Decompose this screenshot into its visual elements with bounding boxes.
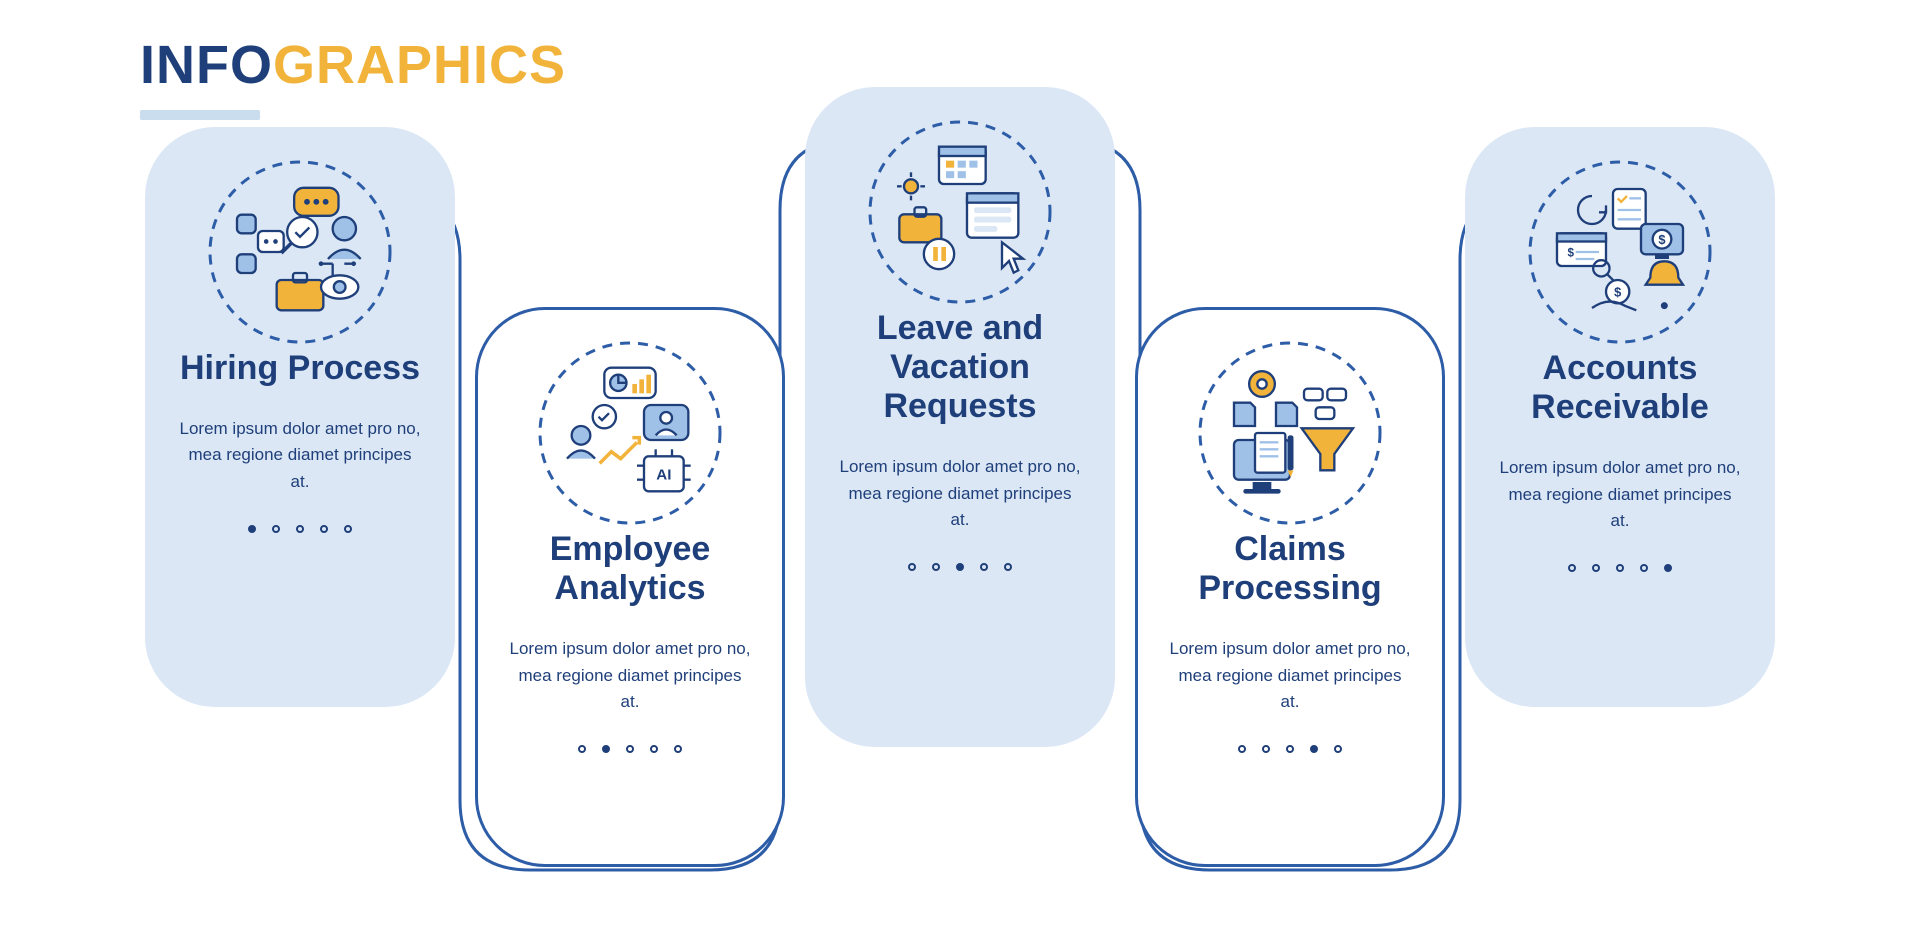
dot [1310, 745, 1318, 753]
card-body: Lorem ipsum dolor amet pro no, mea regio… [177, 416, 423, 495]
dot [1262, 745, 1270, 753]
dot [296, 525, 304, 533]
card-body: Lorem ipsum dolor amet pro no, mea regio… [1497, 455, 1743, 534]
pager-dots [1238, 745, 1342, 753]
dot [272, 525, 280, 533]
svg-text:$: $ [1614, 284, 1621, 299]
card-body: Lorem ipsum dolor amet pro no, mea regio… [1168, 636, 1412, 715]
dot [650, 745, 658, 753]
dot [956, 563, 964, 571]
svg-text:AI: AI [656, 467, 671, 484]
dot [1568, 564, 1576, 572]
card-row: Hiring Process Lorem ipsum dolor amet pr… [0, 90, 1920, 907]
svg-text:$: $ [1658, 232, 1665, 247]
pager-dots [248, 525, 352, 533]
claims-icon [1195, 338, 1385, 528]
dot [602, 745, 610, 753]
pager-dots [908, 563, 1012, 571]
dot [1238, 745, 1246, 753]
dot [932, 563, 940, 571]
dot [1286, 745, 1294, 753]
card-leave-vacation: Leave and Vacation Requests Lorem ipsum … [805, 87, 1115, 747]
dot [908, 563, 916, 571]
card-title: Hiring Process [180, 349, 420, 388]
header-title: INFOGRAPHICS [140, 38, 566, 92]
card-claims: Claims Processing Lorem ipsum dolor amet… [1135, 307, 1445, 867]
dot [1640, 564, 1648, 572]
dot [1616, 564, 1624, 572]
receivable-icon: $ $ [1525, 157, 1715, 347]
dot [1664, 564, 1672, 572]
dot [344, 525, 352, 533]
card-body: Lorem ipsum dolor amet pro no, mea regio… [508, 636, 752, 715]
svg-text:$: $ [1568, 247, 1575, 260]
card-hiring: Hiring Process Lorem ipsum dolor amet pr… [145, 127, 455, 707]
card-body: Lorem ipsum dolor amet pro no, mea regio… [837, 454, 1083, 533]
infographic-stage: INFOGRAPHICS [0, 0, 1920, 937]
dot [674, 745, 682, 753]
header-word-a: INFO [140, 35, 273, 95]
dot [626, 745, 634, 753]
header-word-b: GRAPHICS [273, 35, 566, 95]
hiring-icon [205, 157, 395, 347]
card-title: Leave and Vacation Requests [837, 309, 1083, 426]
leave-icon [865, 117, 1055, 307]
card-title: Accounts Receivable [1497, 349, 1743, 427]
dot [248, 525, 256, 533]
pager-dots [1568, 564, 1672, 572]
analytics-icon: AI [535, 338, 725, 528]
dot [1004, 563, 1012, 571]
card-title: Employee Analytics [508, 530, 752, 608]
card-title: Claims Processing [1168, 530, 1412, 608]
card-employee-analytics: AI Employee Analytics Lorem ipsum dolor … [475, 307, 785, 867]
card-accounts-receivable: $ $ [1465, 127, 1775, 707]
dot [980, 563, 988, 571]
dot [1334, 745, 1342, 753]
dot [320, 525, 328, 533]
dot [578, 745, 586, 753]
pager-dots [578, 745, 682, 753]
dot [1592, 564, 1600, 572]
